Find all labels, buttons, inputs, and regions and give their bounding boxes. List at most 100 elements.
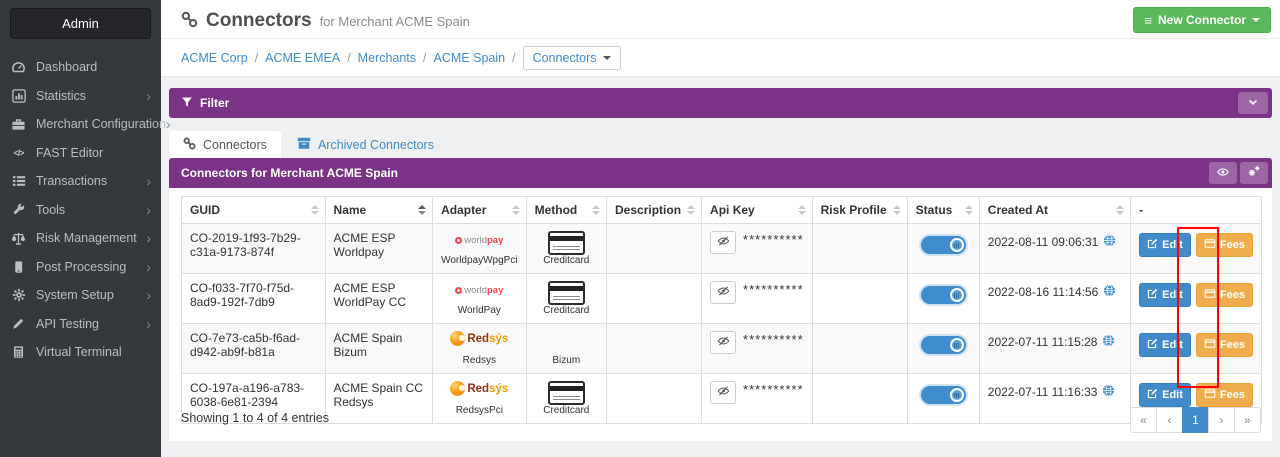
adapter-caption: RedsysPci	[455, 405, 503, 416]
edit-button[interactable]: Edit	[1139, 383, 1191, 407]
edit-pencil-icon	[1147, 338, 1158, 352]
page-subtitle: for Merchant ACME Spain	[319, 14, 470, 29]
globe-icon	[1102, 334, 1115, 350]
masked-api-key: **********	[743, 332, 804, 347]
reveal-api-key-button[interactable]	[710, 281, 737, 304]
pagination-previous[interactable]: ‹	[1156, 407, 1183, 433]
cell-risk-profile	[811, 323, 908, 374]
sidebar-item-virtual-terminal[interactable]: Virtual Terminal	[0, 338, 161, 367]
eye-icon	[1216, 166, 1230, 181]
filter-collapse-button[interactable]	[1238, 92, 1268, 114]
sidebar-item-risk-management[interactable]: Risk Management ›	[0, 224, 161, 253]
sort-icon	[592, 205, 601, 215]
globe-icon	[1103, 284, 1116, 300]
sidebar-item-tools[interactable]: Tools ›	[0, 196, 161, 225]
breadcrumb-link-merchants[interactable]: Merchants	[357, 51, 417, 65]
sidebar-item-transactions[interactable]: Transactions ›	[0, 167, 161, 196]
reveal-api-key-button[interactable]	[710, 331, 737, 354]
cell-risk-profile	[811, 373, 908, 424]
cell-method: Creditcard	[525, 273, 608, 324]
cell-name: ACME Spain Bizum	[324, 323, 434, 374]
method-caption: Bizum	[552, 355, 581, 366]
chevron-right-icon: ›	[165, 116, 171, 133]
cell-api-key: **********	[701, 223, 813, 274]
breadcrumb-link-acme-spain[interactable]: ACME Spain	[433, 51, 506, 65]
breadcrumb-link-acme-corp[interactable]: ACME Corp	[181, 51, 248, 65]
breadcrumb-separator: /	[423, 51, 427, 65]
reveal-api-key-button[interactable]	[710, 231, 737, 254]
cell-guid: CO-197a-a196-a783-6038-6e81-2394	[181, 373, 326, 424]
redsys-ball-icon	[450, 381, 466, 396]
sidebar-item-api-testing[interactable]: API Testing ›	[0, 310, 161, 339]
cell-description	[606, 373, 703, 424]
sidebar-item-fast-editor[interactable]: </> FAST Editor	[0, 139, 161, 168]
settings-cogs-button[interactable]	[1240, 162, 1268, 184]
chevron-right-icon: ›	[146, 87, 151, 104]
tab-archived-connectors[interactable]: Archived Connectors	[281, 131, 450, 158]
table-header-row: GUID Name Adapter Method Description Api…	[181, 196, 1262, 224]
box-icon	[10, 260, 27, 274]
edit-button[interactable]: Edit	[1139, 233, 1191, 257]
status-toggle[interactable]	[918, 334, 968, 356]
toggle-knob	[949, 388, 964, 402]
reveal-api-key-button[interactable]	[710, 381, 737, 404]
breadcrumb-current-dropdown[interactable]: Connectors	[522, 46, 621, 70]
edit-button[interactable]: Edit	[1139, 333, 1191, 357]
tab-archived-connectors-label: Archived Connectors	[317, 137, 434, 152]
filter-bar[interactable]: Filter	[169, 88, 1272, 118]
sidebar-item-statistics[interactable]: Statistics ›	[0, 82, 161, 111]
pagination-last[interactable]: »	[1234, 407, 1261, 433]
status-toggle[interactable]	[918, 284, 968, 306]
fees-button[interactable]: Fees	[1195, 333, 1253, 357]
chevron-right-icon: ›	[146, 201, 151, 218]
status-toggle[interactable]	[918, 234, 968, 256]
sidebar-item-system-setup[interactable]: System Setup ›	[0, 281, 161, 310]
column-header-description[interactable]: Description	[606, 196, 703, 224]
column-header-api-key[interactable]: Api Key	[701, 196, 813, 224]
sort-icon	[892, 205, 901, 215]
column-header-guid[interactable]: GUID	[181, 196, 326, 224]
eye-slash-icon	[717, 385, 730, 400]
cell-risk-profile	[811, 223, 908, 274]
column-header-method[interactable]: Method	[525, 196, 608, 224]
pagination-page-1[interactable]: 1	[1182, 407, 1209, 433]
sort-icon	[511, 205, 520, 215]
breadcrumb-link-acme-emea[interactable]: ACME EMEA	[265, 51, 341, 65]
cell-risk-profile	[811, 273, 908, 324]
sidebar-item-label: Post Processing	[36, 259, 127, 274]
edit-button[interactable]: Edit	[1139, 283, 1191, 307]
column-header-risk-profile[interactable]: Risk Profile	[811, 196, 908, 224]
sidebar-item-post-processing[interactable]: Post Processing ›	[0, 253, 161, 282]
filter-icon	[181, 96, 193, 111]
status-toggle[interactable]	[918, 384, 968, 406]
dashboard-icon	[10, 60, 27, 75]
column-header-created-at[interactable]: Created At	[978, 196, 1132, 224]
cell-actions: Edit Fees	[1130, 223, 1262, 274]
breadcrumb: ACME Corp / ACME EMEA / Merchants / ACME…	[181, 39, 621, 77]
edit-pencil-icon	[1147, 238, 1158, 252]
new-connector-button[interactable]: ≡ New Connector	[1133, 7, 1271, 33]
tab-connectors[interactable]: Connectors	[169, 131, 281, 158]
sidebar-item-dashboard[interactable]: Dashboard	[0, 53, 161, 82]
fees-button[interactable]: Fees	[1195, 233, 1253, 257]
fees-button[interactable]: Fees	[1195, 283, 1253, 307]
column-header-adapter[interactable]: Adapter	[432, 196, 527, 224]
table-row: CO-2019-1f93-7b29-c31a-9173-874f ACME ES…	[181, 223, 1262, 274]
sidebar-item-label: Tools	[36, 202, 66, 217]
cell-method: Bizum	[525, 323, 608, 374]
redsys-ball-icon	[450, 331, 466, 346]
cell-created-at: 2022-08-16 11:14:56	[978, 273, 1132, 324]
sidebar-item-label: FAST Editor	[36, 145, 104, 160]
cell-api-key: **********	[701, 323, 813, 374]
column-header-name[interactable]: Name	[324, 196, 434, 224]
fees-button[interactable]: Fees	[1195, 383, 1253, 407]
column-header-status[interactable]: Status	[906, 196, 980, 224]
chevron-right-icon: ›	[146, 173, 151, 190]
pagination-first[interactable]: «	[1130, 407, 1157, 433]
column-visibility-button[interactable]	[1209, 162, 1237, 184]
pagination-next[interactable]: ›	[1208, 407, 1235, 433]
cell-description	[606, 323, 703, 374]
sidebar-item-label: Risk Management	[36, 231, 137, 246]
sidebar-item-merchant-configuration[interactable]: Merchant Configuration ›	[0, 110, 171, 139]
scales-icon	[10, 231, 27, 246]
